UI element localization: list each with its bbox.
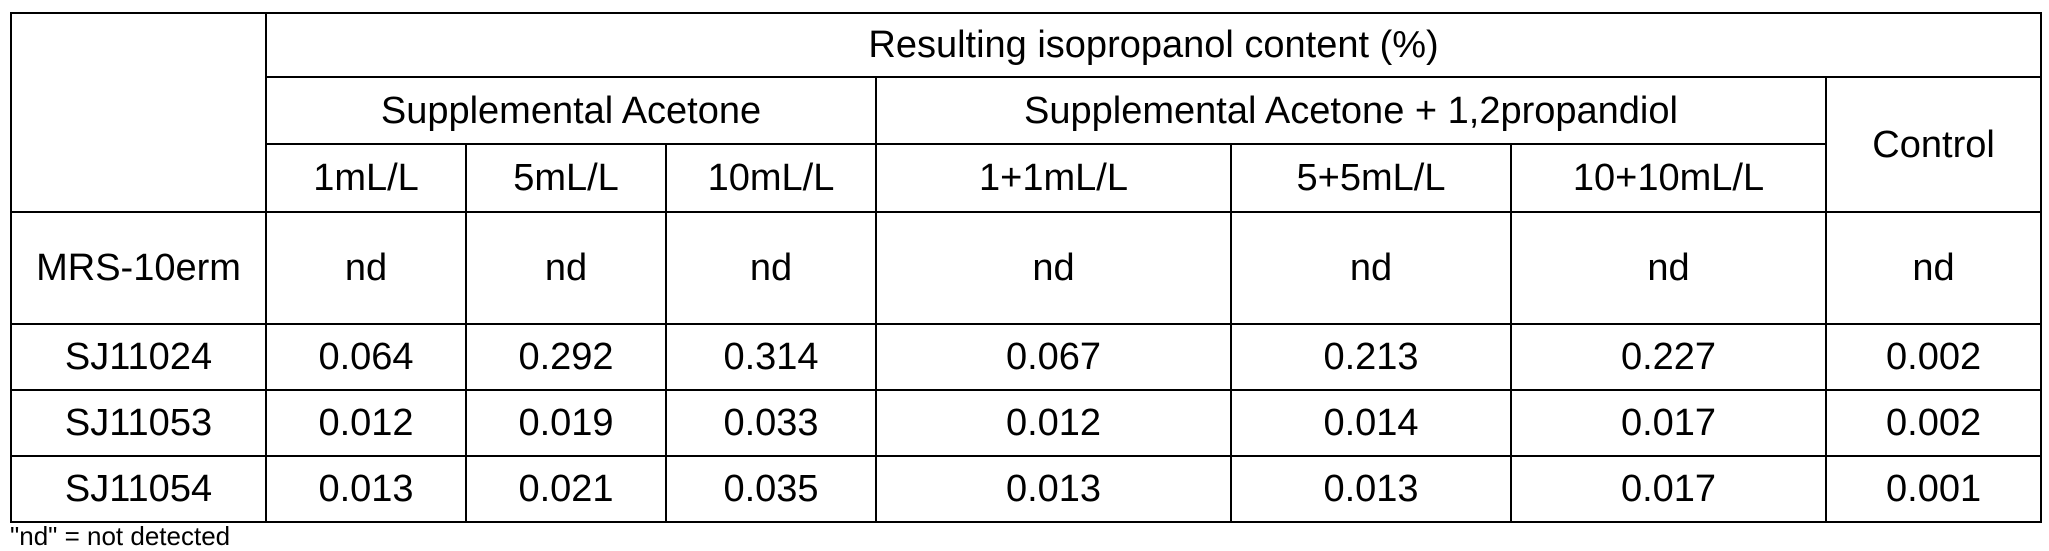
group-control-header: Control [1824, 76, 2043, 213]
group-acetone-propandiol-header: Supplemental Acetone + 1,2propandiol [875, 76, 1827, 145]
table-cell: 0.002 [1824, 389, 2043, 457]
table-container: Resulting isopropanol content (%) Supple… [10, 12, 2043, 523]
row-label: SJ11053 [10, 389, 267, 457]
table-cell: 0.013 [265, 455, 467, 523]
table-cell: 0.017 [1510, 389, 1827, 457]
table-cell: 0.033 [665, 389, 877, 457]
table-cell: 0.292 [465, 323, 667, 391]
table-cell: 0.019 [465, 389, 667, 457]
table-cell: 0.012 [875, 389, 1232, 457]
row-label: MRS-10erm [10, 211, 267, 325]
column-header: 10+10mL/L [1510, 143, 1827, 213]
column-header: 1mL/L [265, 143, 467, 213]
table-row: SJ11024 0.064 0.292 0.314 0.067 0.213 0.… [10, 323, 2043, 391]
column-header: 1+1mL/L [875, 143, 1232, 213]
table-cell: 0.002 [1824, 323, 2043, 391]
table-row: MRS-10erm nd nd nd nd nd nd nd [10, 211, 2043, 325]
row-label: SJ11024 [10, 323, 267, 391]
table-cell: nd [1824, 211, 2043, 325]
table-cell: 0.067 [875, 323, 1232, 391]
table-cell: 0.021 [465, 455, 667, 523]
isopropanol-table: Resulting isopropanol content (%) Supple… [10, 12, 2043, 523]
table-cell: 0.013 [1230, 455, 1512, 523]
table-cell: 0.001 [1824, 455, 2043, 523]
table-cell: nd [1510, 211, 1827, 325]
table-row: SJ11054 0.013 0.021 0.035 0.013 0.013 0.… [10, 455, 2043, 523]
table-cell: 0.013 [875, 455, 1232, 523]
table-cell: 0.064 [265, 323, 467, 391]
header-row-columns: 1mL/L 5mL/L 10mL/L 1+1mL/L 5+5mL/L 10+10… [11, 143, 2041, 213]
row-label: SJ11054 [10, 455, 267, 523]
table-cell: nd [465, 211, 667, 325]
table-cell: 0.014 [1230, 389, 1512, 457]
table-cell: nd [265, 211, 467, 325]
header-top: Resulting isopropanol content (%) [264, 12, 2043, 78]
table-cell: 0.227 [1510, 323, 1827, 391]
corner-cell [10, 12, 267, 213]
column-header: 5+5mL/L [1230, 143, 1512, 213]
table-cell: nd [665, 211, 877, 325]
footnote: "nd" = not detected [10, 521, 231, 551]
header-row-groups: Supplemental Acetone Supplemental Aceton… [11, 76, 2043, 213]
table-cell: nd [1230, 211, 1512, 325]
group-acetone-header: Supplemental Acetone [265, 76, 877, 145]
column-header: 5mL/L [465, 143, 667, 213]
table-cell: 0.314 [665, 323, 877, 391]
column-header: 10mL/L [665, 143, 877, 213]
table-cell: 0.213 [1230, 323, 1512, 391]
table-cell: nd [875, 211, 1232, 325]
table-cell: 0.017 [1510, 455, 1827, 523]
header-row-top: Resulting isopropanol content (%) [10, 12, 2043, 213]
table-cell: 0.012 [265, 389, 467, 457]
table-cell: 0.035 [665, 455, 877, 523]
table-row: SJ11053 0.012 0.019 0.033 0.012 0.014 0.… [10, 389, 2043, 457]
